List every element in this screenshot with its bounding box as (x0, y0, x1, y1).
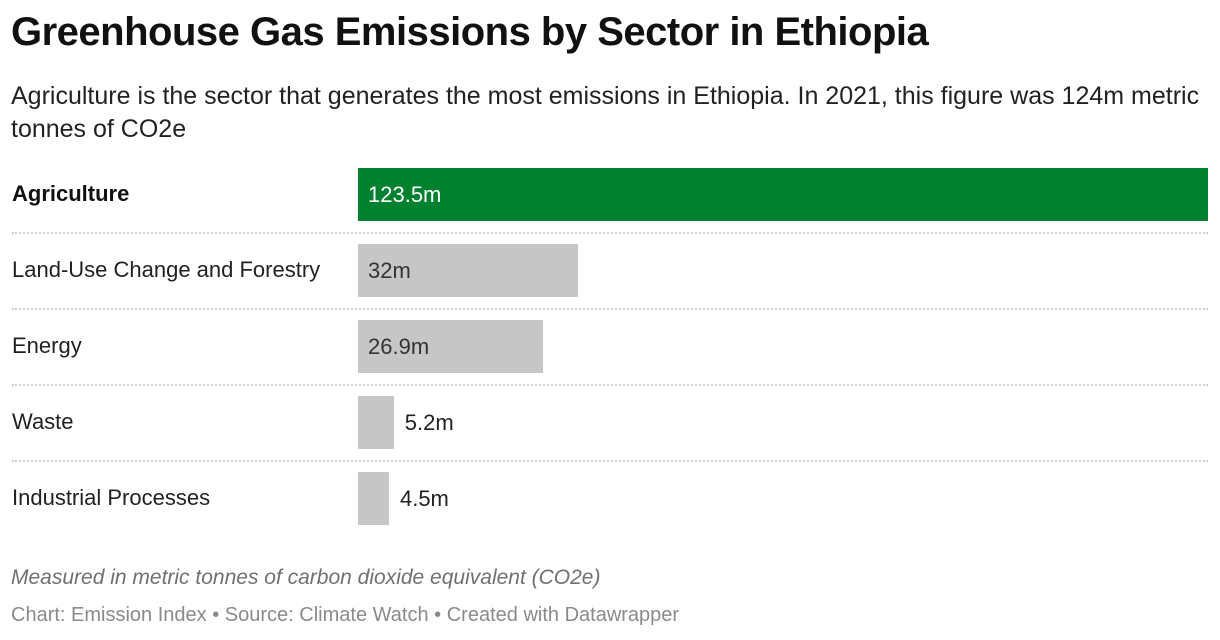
category-label: Waste (12, 409, 74, 434)
value-label: 5.2m (404, 410, 454, 435)
category-label: Industrial Processes (12, 485, 211, 510)
row-separator (12, 460, 1208, 462)
category-label: Land-Use Change and Forestry (12, 257, 321, 282)
value-label: 26.9m (368, 334, 430, 359)
bar[interactable] (358, 168, 1208, 221)
row-separator (12, 308, 1208, 310)
bar-row: Energy 26.9m (0, 314, 1220, 390)
bar-chart: Agriculture 123.5m Land-Use Change and For… (0, 162, 1220, 538)
bar[interactable] (358, 396, 394, 449)
category-label: Agriculture (12, 181, 130, 206)
chart-notes: Measured in metric tonnes of carbon diox… (11, 566, 601, 589)
category-label: Energy (12, 333, 82, 358)
bar-row: Agriculture 123.5m (0, 162, 1220, 238)
chart-footer: Chart: Emission Index • Source: Climate … (11, 604, 679, 627)
bar[interactable] (358, 320, 544, 373)
row-separator (12, 384, 1208, 386)
footer-source[interactable]: Climate Watch (299, 604, 429, 626)
bar[interactable] (358, 244, 579, 297)
chart-title: Greenhouse Gas Emissions by Sector in Et… (11, 10, 929, 54)
footer-chart-label: Chart: (11, 604, 66, 626)
footer-created-with[interactable]: Created with Datawrapper (446, 604, 680, 626)
value-label: 123.5m (368, 182, 442, 207)
value-label: 32m (368, 258, 411, 283)
bar-row: Industrial Processes 4.5m (0, 466, 1220, 542)
footer-separator: • (212, 604, 220, 626)
footer-separator: • (434, 604, 442, 626)
row-separator (12, 232, 1208, 234)
bar[interactable] (358, 472, 389, 525)
value-label: 4.5m (399, 486, 449, 511)
bar-row: Land-Use Change and Forestry 32m (0, 238, 1220, 314)
chart-subtitle: Agriculture is the sector that generates… (11, 82, 1200, 143)
footer-source-label: Source: (224, 604, 294, 626)
bar-row: Waste 5.2m (0, 390, 1220, 466)
footer-chart-by[interactable]: Emission Index (71, 604, 207, 626)
